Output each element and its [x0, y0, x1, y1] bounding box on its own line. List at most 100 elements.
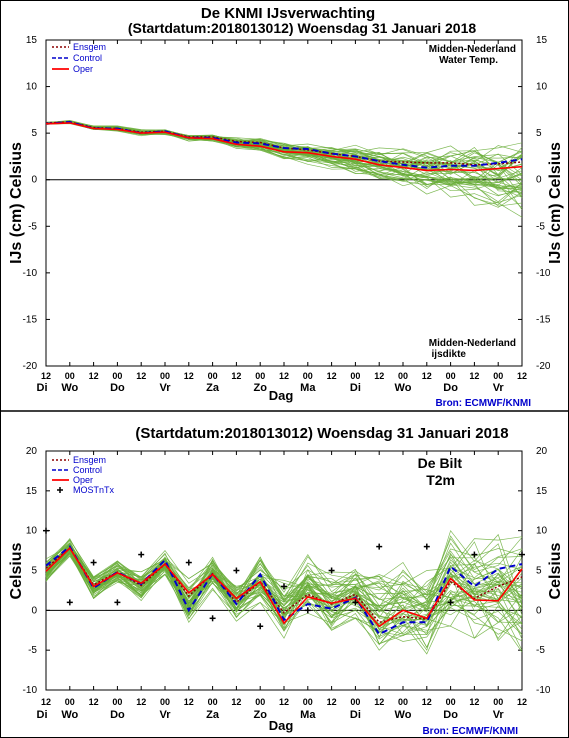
- top-ylabel-left: IJs (cm) Celsius: [8, 142, 25, 264]
- bottom-ytick-label-right: 0: [536, 605, 542, 616]
- bottom-xtick-label: 12: [41, 697, 51, 707]
- top-xtick-label: 00: [160, 371, 170, 381]
- top-xtick-label: 12: [136, 371, 146, 381]
- top-plot-frame: [45, 39, 523, 367]
- top-ytick-label-right: -10: [536, 268, 551, 279]
- top-day-label: Ma: [300, 382, 316, 394]
- bottom-ensemble-member: [45, 548, 523, 642]
- bottom-xtick-label: 12: [374, 697, 384, 707]
- top-ensemble-member: [45, 120, 523, 163]
- top-xtick-label: 00: [208, 371, 218, 381]
- top-xtick-label: 12: [89, 371, 99, 381]
- top-xtick-label: 12: [469, 371, 479, 381]
- top-ensemble-member: [45, 120, 523, 169]
- top-ytick-label-right: 15: [536, 35, 548, 46]
- bottom-annotation-line2: T2m: [426, 472, 455, 488]
- top-day-label: Za: [206, 382, 220, 394]
- bottom-title: (Startdatum:2018013012) Woensdag 31 Janu…: [135, 425, 508, 442]
- top-annotation-bottom2: ijsdikte: [432, 349, 467, 360]
- bottom-xtick-label: 12: [136, 697, 146, 707]
- top-ytick-label-left: -10: [23, 268, 38, 279]
- top-xtick-label: 12: [517, 371, 527, 381]
- bottom-ytick-label-right: 15: [536, 486, 548, 497]
- top-day-label: Wo: [61, 382, 78, 394]
- top-xtick-label: 12: [374, 371, 384, 381]
- bottom-legend-label: MOSTnTx: [73, 485, 115, 495]
- top-xtick-label: 00: [493, 371, 503, 381]
- top-ytick-label-right: 5: [536, 128, 542, 139]
- top-ylabel-right: IJs (cm) Celsius: [547, 142, 564, 264]
- bottom-ensemble-member: [45, 538, 523, 599]
- bottom-day-label: Do: [110, 709, 125, 721]
- top-subtitle: (Startdatum:2018013012) Woensdag 31 Janu…: [128, 20, 477, 36]
- bottom-day-label: Vr: [493, 709, 505, 721]
- top-ensemble-member: [45, 123, 523, 206]
- top-day-label: Di: [37, 382, 48, 394]
- top-annotation-line1: Midden-Nederland: [429, 44, 516, 55]
- top-xtick-label: 00: [303, 371, 313, 381]
- bottom-ensemble-member: [45, 550, 523, 651]
- top-day-label: Zo: [253, 382, 267, 394]
- bottom-day-label: Vr: [159, 709, 171, 721]
- bottom-xtick-label: 00: [446, 697, 456, 707]
- top-xtick-label: 12: [184, 371, 194, 381]
- bottom-xtick-label: 12: [184, 697, 194, 707]
- top-xtick-label: 12: [231, 371, 241, 381]
- bottom-ytick-label-left: 0: [31, 605, 37, 616]
- bottom-xtick-label: 12: [231, 697, 241, 707]
- bottom-legend-label: Control: [73, 465, 102, 475]
- top-ytick-label-left: 0: [31, 175, 37, 186]
- bottom-xtick-label: 12: [469, 697, 479, 707]
- top-xtick-label: 12: [279, 371, 289, 381]
- top-day-label: Vr: [493, 382, 505, 394]
- top-ensemble-member: [45, 121, 523, 181]
- top-ensemble-member: [45, 121, 523, 210]
- top-ytick-label-left: 5: [31, 128, 37, 139]
- bottom-day-label: Wo: [395, 709, 412, 721]
- bottom-day-label: Di: [37, 709, 48, 721]
- bottom-ensemble-member: [45, 545, 523, 610]
- top-day-label: Vr: [159, 382, 171, 394]
- top-day-label: Di: [350, 382, 361, 394]
- top-xtick-label: 00: [112, 371, 122, 381]
- top-annotation-bottom1: Midden-Nederland: [429, 338, 516, 349]
- bottom-xtick-label: 00: [398, 697, 408, 707]
- top-xlabel: Dag: [269, 388, 294, 403]
- bottom-ytick-label-left: -10: [23, 685, 38, 696]
- bottom-series-ensgem: [45, 547, 523, 624]
- top-annotation-line2: Water Temp.: [439, 55, 498, 66]
- top-ytick-label-left: 15: [26, 35, 38, 46]
- bottom-ylabel-left: Celsius: [8, 542, 25, 599]
- top-ensemble-member: [45, 119, 523, 171]
- bottom-xtick-label: 12: [279, 697, 289, 707]
- bottom-xtick-label: 00: [255, 697, 265, 707]
- top-day-label: Do: [443, 382, 458, 394]
- bottom-ensemble-member: [45, 548, 523, 627]
- top-source: Bron: ECMWF/KNMI: [435, 398, 531, 409]
- top-xtick-label: 00: [255, 371, 265, 381]
- bottom-ytick-label-right: 5: [536, 566, 542, 577]
- bottom-series-oper: [45, 546, 523, 628]
- top-legend-label: Oper: [73, 64, 93, 74]
- bottom-legend-label: Ensgem: [73, 455, 106, 465]
- bottom-ytick-label-left: 10: [26, 526, 38, 537]
- top-title: De KNMI IJsverwachting: [201, 5, 375, 22]
- top-xtick-label: 00: [65, 371, 75, 381]
- bottom-legend-label: Oper: [73, 475, 93, 485]
- bottom-xtick-label: 00: [350, 697, 360, 707]
- bottom-ensemble-member: [45, 548, 523, 638]
- top-ytick-label-left: -15: [23, 314, 38, 325]
- top-day-label: Do: [110, 382, 125, 394]
- bottom-xtick-label: 00: [303, 697, 313, 707]
- bottom-xtick-label: 00: [208, 697, 218, 707]
- top-ytick-label-right: 10: [536, 82, 548, 93]
- bottom-xlabel: Dag: [269, 718, 294, 733]
- bottom-ytick-label-left: 20: [26, 446, 38, 457]
- top-day-label: Wo: [395, 382, 412, 394]
- bottom-xtick-label: 00: [493, 697, 503, 707]
- bottom-ensemble-member: [45, 529, 523, 608]
- bottom-xtick-label: 12: [327, 697, 337, 707]
- bottom-xtick-label: 12: [517, 697, 527, 707]
